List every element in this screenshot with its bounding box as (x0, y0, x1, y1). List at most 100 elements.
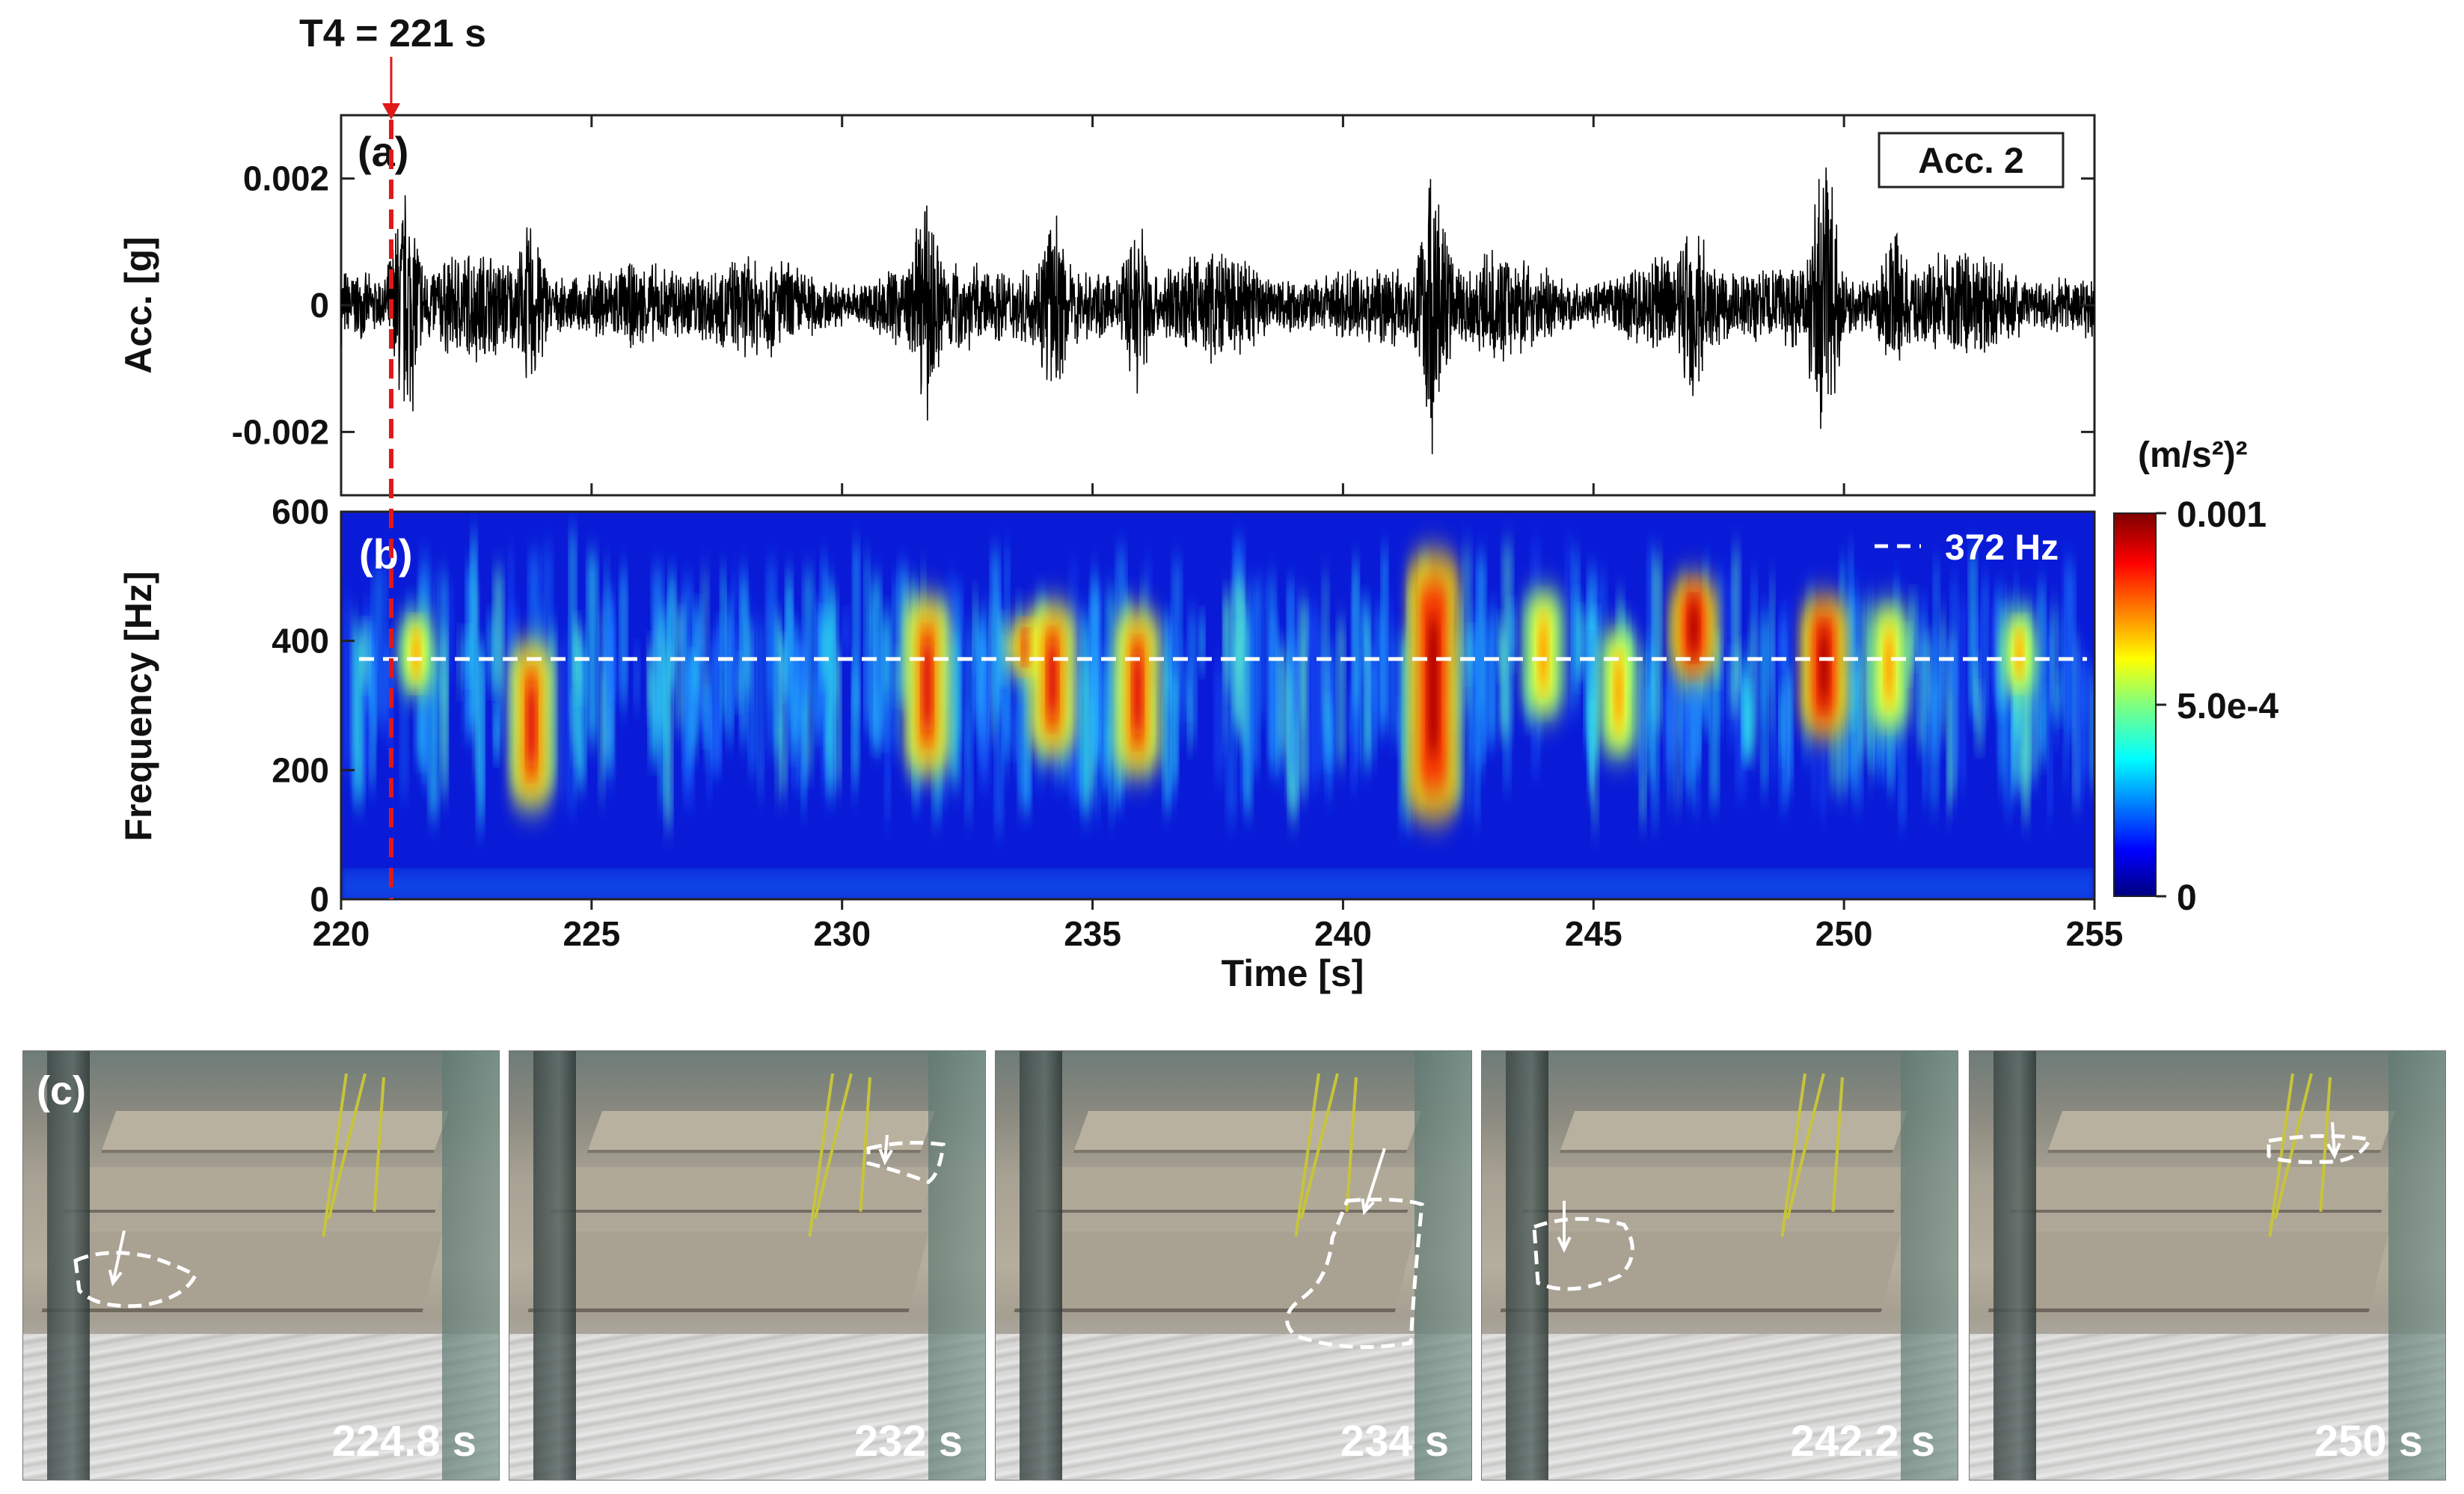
spectrogram-streak (800, 640, 805, 700)
movement-arrow (111, 1230, 126, 1284)
movement-arrow (2331, 1121, 2336, 1157)
spectrogram-streak (802, 630, 812, 696)
spectrogram-frame (340, 510, 2096, 901)
spectrogram-streak (1779, 690, 1785, 756)
tank-glass-wall (2388, 1051, 2445, 1480)
spectrogram-streak (400, 618, 408, 794)
photo-time-label: 224.8 s (331, 1417, 476, 1466)
spectrogram-streak (1504, 669, 1511, 786)
spectrogram-streak (1077, 670, 1086, 791)
spectrogram-streak (457, 634, 463, 691)
spectrogram-streak (2062, 560, 2071, 711)
spectrogram-streak (701, 572, 709, 712)
spectrogram-streak (1565, 539, 1573, 717)
photo-time-label: 250 s (2314, 1417, 2423, 1466)
acc-panel-label: (a) (358, 128, 408, 175)
spectrogram-streak (595, 643, 602, 693)
spectrogram-streak (1184, 667, 1192, 714)
spectrogram-streak (726, 602, 733, 739)
spectrogram-streak (803, 692, 813, 774)
spectrogram-y-tick-label: 200 (272, 750, 329, 789)
spectrogram-streak (1651, 652, 1658, 822)
spectrogram-streak (1014, 642, 1021, 770)
spectrogram-streak (1859, 599, 1868, 755)
spectrogram-streak (351, 640, 356, 796)
photo-overlay (1532, 1201, 1634, 1291)
spectrogram-streak (2004, 660, 2013, 814)
spectrogram-streak (675, 606, 685, 729)
failure-zone-outline (1285, 1197, 1424, 1350)
spectrogram-streak (2050, 606, 2058, 712)
spectrogram-streak (1647, 548, 1655, 733)
spectrogram-streak (1337, 622, 1346, 764)
spectrogram-x-tick-label: 245 (1565, 914, 1622, 953)
photo-frame: 234 s (995, 1050, 1472, 1481)
spectrogram-streak (1982, 581, 1988, 718)
colorbar-unit-label: (m/s²)² (2138, 435, 2248, 475)
spectrogram-panel-label: (b) (359, 530, 413, 578)
spectrogram-streak (365, 622, 373, 720)
spectrogram-streak (1992, 604, 1999, 699)
spectrogram-streak (476, 646, 484, 827)
spectrogram-streak (423, 684, 431, 783)
spectrogram-streak (1459, 651, 1466, 738)
spectrogram-streak (1324, 703, 1333, 762)
spectrogram-streak (613, 655, 619, 702)
spectrogram-streak (1732, 550, 1741, 713)
spectrogram-hotspot-peak (1818, 631, 1830, 702)
tank-glass-wall (1414, 1051, 1471, 1480)
spectrogram-streak (892, 582, 899, 750)
spectrogram-streak (1402, 637, 1409, 772)
spectrogram-streak (1387, 599, 1394, 723)
spectrogram-streak (815, 607, 821, 753)
spectrogram-streak (693, 609, 699, 694)
spectrogram-streak (1355, 657, 1361, 762)
acc-signal-path (341, 167, 2094, 455)
spectrogram-streak (1740, 708, 1745, 759)
photo-time-label: 242.2 s (1790, 1417, 1935, 1466)
spectrogram-streak (1911, 636, 1920, 739)
spectrogram-streak (568, 625, 576, 811)
tank-glass-wall (928, 1051, 985, 1480)
spectrogram-streak (832, 594, 839, 707)
colorbar-ticks: 0.001 5.0e-4 0 (2156, 495, 2278, 918)
spectrogram-streak (883, 704, 891, 745)
spectrogram-streak (1162, 659, 1171, 807)
spectrogram-streak (1288, 587, 1299, 778)
spectrogram-streak (1768, 615, 1774, 688)
spectrogram-streak (1940, 640, 1946, 709)
spectrogram-hotspot-peak (1613, 660, 1623, 725)
movement-arrow-head (878, 1148, 893, 1166)
failure-zone-outline (73, 1251, 198, 1308)
spectrogram-streak (1470, 679, 1479, 768)
spectrogram-streak (2038, 585, 2046, 755)
spectrogram-streak (1837, 669, 1847, 792)
spectrogram-streak (2047, 637, 2053, 817)
spectrogram-streak (420, 688, 426, 780)
water-surface (23, 1334, 499, 1480)
spectrogram-streak (647, 644, 654, 714)
colorbar-tick-label: 0 (2177, 878, 2197, 918)
spectrogram-streak (1019, 643, 1029, 808)
spectrogram-streak (1687, 636, 1695, 799)
spectrogram-streak (965, 626, 972, 818)
spectrogram-x-tick-label: 230 (813, 914, 871, 953)
spectrogram-streak (343, 602, 352, 771)
spectrogram-streak (1958, 601, 1966, 787)
movement-arrow (1363, 1148, 1386, 1213)
spectrogram-streak (356, 652, 363, 777)
spectrogram-streak (372, 628, 377, 705)
acc-legend-box (1878, 132, 2065, 189)
movement-arrow-head (1361, 1198, 1375, 1216)
spectrogram-streak (1300, 643, 1305, 723)
spectrogram-streak (712, 705, 721, 770)
colorbar-tick-label: 0.001 (2177, 495, 2267, 535)
spectrogram-streak (1714, 636, 1723, 682)
colorbar-tick-label: 5.0e-4 (2177, 687, 2278, 726)
tank-frame-post (1019, 1051, 1063, 1480)
spectrogram-streak (1215, 664, 1225, 779)
acc-y-tick-label: 0.002 (243, 159, 329, 198)
spectrogram-x-tick-label: 250 (1815, 914, 1873, 953)
spectrogram-hotspot-peak (1884, 634, 1894, 699)
spectrogram-streak (972, 636, 980, 736)
